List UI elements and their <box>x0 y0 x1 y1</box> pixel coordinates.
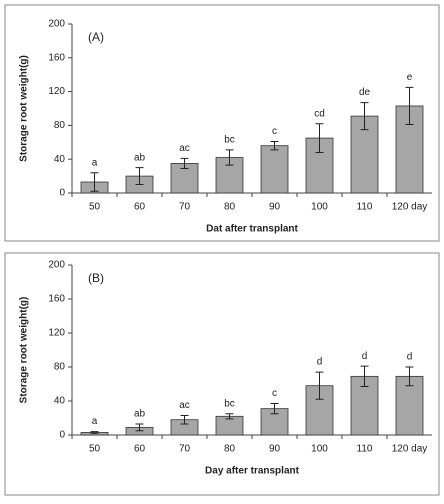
y-tick-label: 200 <box>48 260 65 271</box>
x-tick-label: 110 <box>357 444 373 455</box>
error-bar <box>135 167 144 186</box>
x-tick-label: 60 <box>134 202 146 213</box>
bar <box>260 145 289 194</box>
error-bar <box>270 403 279 415</box>
bar-label: c <box>272 126 277 137</box>
error-bar <box>270 140 279 151</box>
panel-label: (A) <box>88 30 104 44</box>
y-tick-label: 120 <box>48 86 65 97</box>
x-tick-label: 100 <box>311 444 328 455</box>
y-tick-label: 0 <box>59 430 65 441</box>
x-tick-label: 60 <box>134 444 146 455</box>
bar-label: d <box>317 357 323 368</box>
y-tick-label: 160 <box>48 294 65 305</box>
bar-label: d <box>362 351 368 362</box>
y-tick-label: 0 <box>59 188 65 199</box>
y-tick-label: 80 <box>54 362 66 373</box>
y-axis-label: Storage root weight(g) <box>19 297 30 404</box>
bar-label: ac <box>179 400 190 411</box>
x-axis-label: Day after transplant <box>205 466 300 477</box>
x-tick-label: 70 <box>179 444 191 455</box>
panel-frame <box>4 4 440 242</box>
error-bar <box>180 157 189 169</box>
x-tick-label: 80 <box>224 444 236 455</box>
bar <box>350 115 379 194</box>
bar-label: c <box>272 388 277 399</box>
panel-frame <box>4 252 440 496</box>
bar-label: ac <box>179 143 190 154</box>
y-tick-label: 120 <box>48 328 65 339</box>
error-bar <box>225 413 234 420</box>
y-tick-label: 160 <box>48 52 65 63</box>
error-bar <box>225 149 234 166</box>
error-bar <box>90 172 99 192</box>
x-tick-label: 70 <box>179 202 191 213</box>
error-bar <box>405 86 414 126</box>
x-tick-label: 80 <box>224 202 236 213</box>
bar-label: ab <box>134 152 146 163</box>
y-tick-label: 40 <box>54 396 66 407</box>
x-tick-label: 120 day <box>392 202 428 213</box>
x-tick-label: 50 <box>89 444 101 455</box>
y-tick-label: 200 <box>48 19 65 30</box>
x-axis-label: Dat after transplant <box>206 224 298 235</box>
bar-label: ab <box>134 409 146 420</box>
y-tick-label: 80 <box>54 120 66 131</box>
x-tick-label: 90 <box>269 202 281 213</box>
y-tick-label: 40 <box>54 154 66 165</box>
bar-label: cd <box>314 108 325 119</box>
x-tick-label: 100 <box>311 202 328 213</box>
bar-label: a <box>92 157 98 168</box>
bar-label: bc <box>224 398 235 409</box>
bar-label: bc <box>224 135 235 146</box>
x-tick-label: 50 <box>89 202 101 213</box>
bar-label: e <box>407 72 413 83</box>
bar-label: a <box>92 416 98 427</box>
x-tick-label: 110 <box>357 202 373 213</box>
bar-label: de <box>359 87 371 98</box>
x-tick-label: 90 <box>269 444 281 455</box>
error-bar <box>90 431 99 434</box>
error-bar <box>135 423 144 432</box>
y-axis-label: Storage root weight(g) <box>19 55 30 162</box>
x-tick-label: 120 day <box>392 444 428 455</box>
error-bar <box>315 123 324 153</box>
error-bar <box>360 102 369 131</box>
error-bar <box>360 365 369 388</box>
error-bar <box>405 366 414 387</box>
bar-label: d <box>407 352 413 363</box>
error-bar <box>180 414 189 425</box>
error-bar <box>315 371 324 400</box>
panel-label: (B) <box>88 271 104 285</box>
